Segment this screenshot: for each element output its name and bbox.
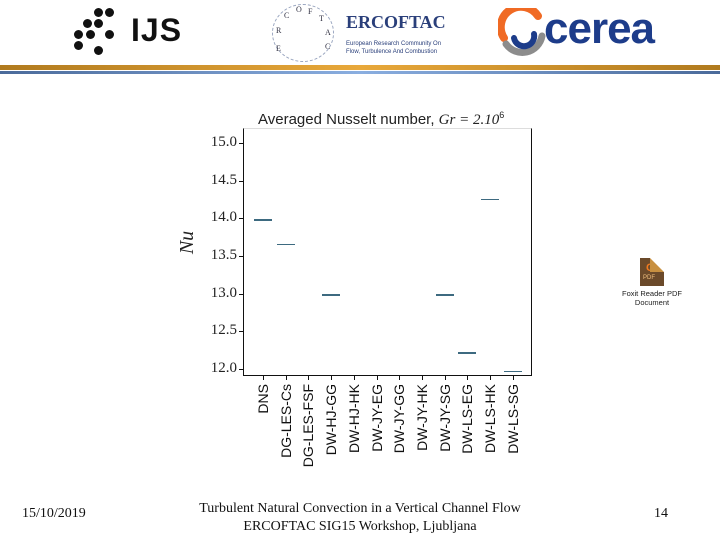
x-tick-mark (444, 376, 446, 380)
y-tick-mark (239, 293, 243, 295)
ijs-logo-text: IJS (131, 12, 183, 48)
ercoftac-logo: E R C O F T A C ERCOFTAC European Resear… (272, 4, 452, 62)
y-tick-label: 14.5 (210, 171, 237, 188)
x-tick-label: DW-JY-SG (436, 384, 453, 452)
y-tick-label: 14.0 (210, 209, 237, 226)
x-tick-label: DG-LES-FSF (300, 384, 317, 468)
europe-globe-icon (272, 4, 334, 62)
data-point-dw-ls-hk (481, 198, 499, 201)
ijs-logo: IJS (72, 6, 212, 56)
data-point-dw-ls-eg (458, 352, 477, 354)
x-tick-label: DW-LS-SG (504, 384, 521, 454)
y-tick-label: 12.0 (210, 360, 237, 376)
x-tick-mark (490, 376, 491, 380)
nusselt-chart: Averaged Nusselt number, Gr = 2.106 Nu 1… (170, 106, 550, 476)
y-tick-mark (239, 331, 243, 333)
y-tick-mark (239, 143, 243, 144)
x-tick-label: DW-JY-GG (391, 384, 408, 454)
y-tick-mark (239, 256, 243, 257)
x-tick-label: DW-HJ-HK (345, 384, 362, 453)
y-axis-label: Nu (176, 230, 199, 255)
x-tick-label: DW-LS-EG (459, 384, 476, 454)
attachment-caption: Foxit Reader PDF Document (621, 289, 683, 307)
plot-area (243, 128, 532, 376)
x-tick-label: DW-HJ-GG (323, 384, 340, 456)
x-tick-label: DG-LES-Cs (277, 384, 294, 458)
x-tick-mark (399, 376, 401, 380)
data-point-dw-jy-sg (435, 294, 454, 296)
y-tick-mark (239, 180, 243, 182)
x-tick-mark (353, 376, 355, 380)
slide-header: IJS E R C O F T A C ERCOFTAC European Re… (0, 0, 720, 64)
chart-title: Averaged Nusselt number, Gr = 2.106 (258, 110, 505, 128)
ercoftac-subtitle: European Research Community On Flow, Tur… (346, 41, 442, 55)
data-point-dw-ls-sg (503, 370, 522, 372)
x-tick-label: DW-JY-EG (368, 384, 385, 452)
x-tick-mark (331, 376, 333, 380)
footer-date: 15/10/2019 (22, 506, 86, 521)
x-tick-mark (376, 376, 378, 380)
x-tick-label: DW-LS-HK (482, 384, 498, 453)
x-tick-label: DW-JY-HK (413, 384, 430, 451)
y-tick-label: 15.0 (210, 134, 237, 150)
foxit-pdf-attachment[interactable]: G PDF Foxit Reader PDF Document (612, 258, 692, 318)
x-tick-mark (263, 376, 264, 380)
y-tick-label: 13.0 (210, 284, 237, 301)
y-tick-mark (239, 369, 243, 370)
data-point-dg-les-cs (276, 243, 295, 246)
x-tick-label: DNS (255, 384, 271, 414)
cerea-swirl-icon (498, 8, 546, 56)
header-divider-gold (0, 65, 720, 70)
page-number: 14 (654, 506, 668, 521)
ercoftac-logo-text: ERCOFTAC (346, 12, 446, 32)
y-tick-label: 12.5 (210, 322, 237, 339)
foxit-pdf-icon[interactable]: G PDF (640, 258, 664, 286)
x-tick-mark (285, 376, 287, 380)
x-tick-mark (308, 376, 310, 380)
data-point-dw-hj-gg (322, 294, 341, 296)
footer-title: Turbulent Natural Convection in a Vertic… (199, 501, 521, 534)
y-tick-label: 13.5 (210, 247, 237, 263)
header-divider-blue (0, 71, 720, 74)
globe-letters: E R C O F T A C (276, 5, 331, 53)
x-tick-mark (512, 376, 514, 380)
x-tick-mark (467, 376, 469, 380)
y-tick-mark (239, 218, 243, 220)
cerea-logo-text: cerea (544, 4, 655, 53)
x-tick-mark (421, 376, 423, 380)
cerea-logo: cerea (498, 4, 688, 62)
data-point-dns (254, 219, 272, 221)
